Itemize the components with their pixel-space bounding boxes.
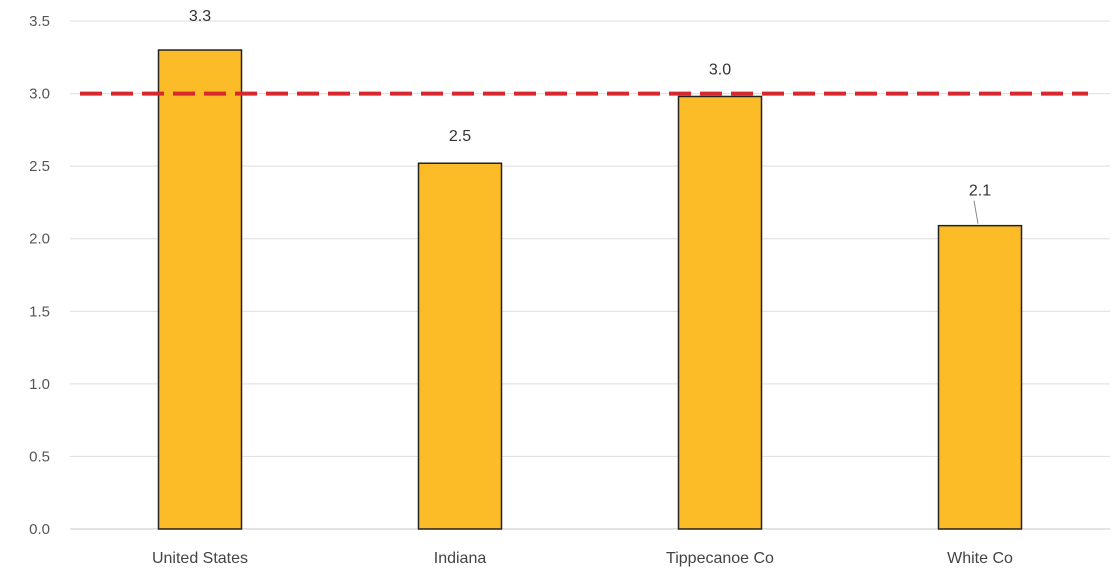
bar: [417, 162, 503, 530]
y-tick-label: 1.5: [29, 303, 50, 320]
data-label: 3.0: [709, 61, 731, 78]
y-tick-label: 1.0: [29, 376, 50, 393]
x-axis: United States Indiana Tippecanoe Co White C…: [152, 550, 1013, 567]
data-label-leader-line: [973, 200, 979, 224]
bar: [157, 49, 243, 530]
x-tick-label: Indiana: [434, 550, 487, 567]
y-tick-label: 3.0: [29, 86, 50, 103]
x-tick-label: Tippecanoe Co: [666, 550, 774, 567]
y-axis: 0.0 0.5 1.0 1.5 2.0 2.5 3.0 3.5: [29, 13, 50, 538]
x-tick-label: United States: [152, 550, 248, 567]
y-tick-label: 2.0: [29, 231, 50, 248]
y-tick-label: 0.5: [29, 448, 50, 465]
data-label: 2.1: [969, 183, 991, 200]
bars: [157, 49, 1023, 530]
bar: [937, 224, 1023, 530]
bar: [677, 95, 763, 530]
data-label: 2.5: [449, 128, 471, 145]
data-labels: 3.3 2.5 3.0 2.1: [189, 8, 991, 224]
y-tick-label: 0.0: [29, 521, 50, 538]
data-label: 3.3: [189, 8, 211, 25]
y-tick-label: 3.5: [29, 13, 50, 30]
x-tick-label: White Co: [947, 550, 1013, 567]
y-tick-label: 2.5: [29, 158, 50, 175]
